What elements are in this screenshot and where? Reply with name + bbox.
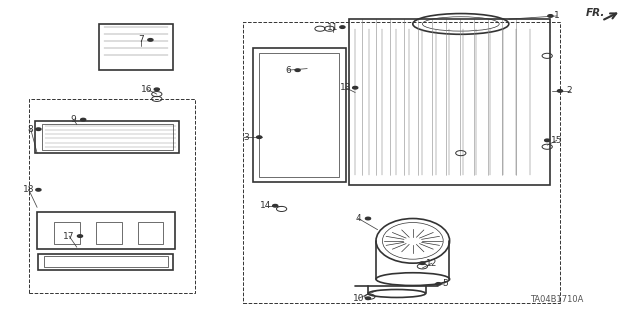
Text: 5: 5 (442, 279, 447, 288)
Circle shape (295, 69, 300, 71)
Text: 14: 14 (260, 201, 271, 210)
Circle shape (365, 297, 371, 300)
Text: 18: 18 (23, 185, 35, 194)
Text: 12: 12 (426, 259, 438, 268)
Circle shape (273, 204, 278, 207)
Text: 10: 10 (353, 294, 364, 303)
Text: FR.: FR. (586, 8, 605, 18)
Circle shape (545, 139, 550, 142)
Circle shape (36, 128, 41, 130)
Text: TA04B1710A: TA04B1710A (530, 295, 584, 304)
Text: 3: 3 (244, 133, 249, 142)
Circle shape (36, 189, 41, 191)
Text: 4: 4 (356, 214, 361, 223)
Circle shape (365, 217, 371, 220)
Circle shape (148, 39, 153, 41)
Circle shape (340, 26, 345, 28)
Text: 2: 2 (567, 86, 572, 95)
Text: 7: 7 (138, 35, 143, 44)
Text: 1: 1 (554, 11, 559, 20)
Circle shape (81, 118, 86, 121)
Circle shape (257, 136, 262, 138)
Circle shape (436, 283, 441, 285)
Circle shape (154, 88, 159, 91)
Text: 8: 8 (28, 125, 33, 134)
Text: 6: 6 (285, 66, 291, 75)
Text: 9: 9 (71, 115, 76, 124)
Text: 11: 11 (327, 23, 339, 32)
Circle shape (420, 262, 425, 264)
Text: 16: 16 (141, 85, 153, 94)
Circle shape (548, 15, 553, 17)
Text: 17: 17 (63, 232, 75, 241)
Circle shape (353, 86, 358, 89)
Circle shape (77, 235, 83, 237)
Text: 15: 15 (551, 136, 563, 145)
Circle shape (557, 90, 563, 92)
Text: 13: 13 (340, 83, 351, 92)
